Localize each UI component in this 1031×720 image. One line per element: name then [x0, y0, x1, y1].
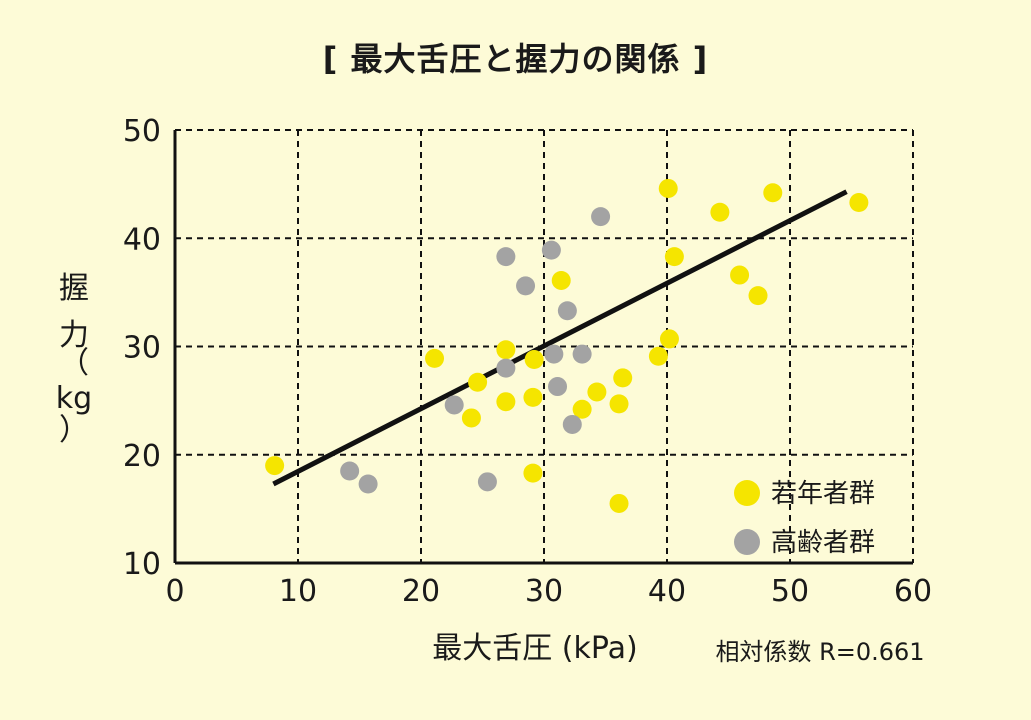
x-axis-label: 最大舌圧 (kPa)	[432, 631, 637, 666]
data-point	[548, 377, 568, 397]
y-tick-label: 30	[123, 331, 161, 366]
data-point	[496, 247, 516, 267]
data-point	[609, 493, 629, 513]
x-tick-label: 40	[648, 574, 686, 609]
data-point	[468, 372, 488, 392]
data-point	[659, 329, 679, 349]
data-point	[648, 346, 668, 366]
data-point	[710, 202, 730, 222]
data-point	[516, 276, 536, 296]
data-point	[572, 399, 592, 419]
x-tick-label: 30	[525, 574, 563, 609]
data-point	[340, 461, 360, 481]
trend-line	[272, 189, 848, 487]
data-point	[496, 392, 516, 412]
data-point	[587, 382, 607, 402]
x-tick-label: 10	[279, 574, 317, 609]
data-point	[591, 207, 611, 227]
data-point	[544, 344, 564, 364]
data-point	[358, 474, 378, 494]
legend-label: 若年者群	[771, 479, 875, 509]
y-axis-label-char: ）	[59, 413, 89, 448]
y-tick-label: 50	[123, 114, 161, 149]
y-tick-label: 10	[123, 547, 161, 582]
legend-label: 高齢者群	[771, 528, 875, 558]
data-point	[551, 270, 571, 290]
y-tick-label: 40	[123, 222, 161, 257]
data-point	[523, 463, 543, 483]
data-point	[849, 193, 869, 213]
x-tick-label: 60	[894, 574, 932, 609]
x-tick-label: 20	[402, 574, 440, 609]
correlation-annotation: 相対係数 R=0.661	[715, 638, 924, 666]
data-point	[265, 456, 285, 476]
y-tick-label: 20	[123, 439, 161, 474]
data-point	[730, 265, 750, 285]
legend-marker	[734, 480, 760, 506]
data-point	[444, 395, 464, 415]
data-point	[557, 301, 577, 321]
legend-marker	[734, 529, 760, 555]
data-point	[562, 414, 582, 434]
data-point	[524, 349, 544, 369]
data-point	[496, 358, 516, 378]
data-point	[609, 394, 629, 414]
y-axis-label-char: 握	[59, 271, 89, 306]
data-point	[425, 348, 445, 368]
data-point	[763, 183, 783, 203]
chart-title: [ 最大舌圧と握力の関係 ]	[322, 40, 709, 78]
data-point	[496, 340, 516, 360]
data-point	[664, 247, 684, 267]
x-tick-label: 0	[165, 574, 184, 609]
y-axis-label-char: 力	[59, 318, 89, 353]
data-point	[613, 368, 633, 388]
x-tick-label: 50	[771, 574, 809, 609]
data-point	[572, 344, 592, 364]
data-point	[658, 178, 678, 198]
data-point	[748, 286, 768, 306]
y-axis-label-char: （	[59, 346, 89, 381]
data-point	[477, 472, 497, 492]
y-axis-label-char: kg	[56, 381, 92, 416]
data-point	[541, 240, 561, 260]
data-point	[461, 408, 481, 428]
data-point	[523, 387, 543, 407]
